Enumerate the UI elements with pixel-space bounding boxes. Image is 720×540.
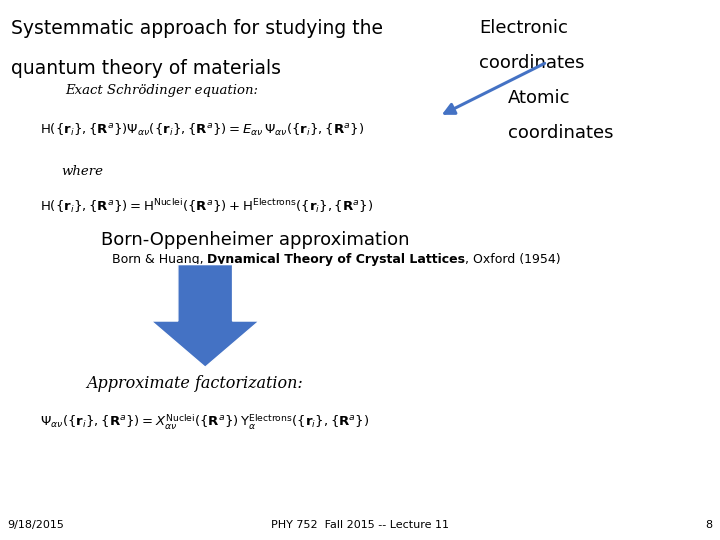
Text: 9/18/2015: 9/18/2015 <box>7 520 64 530</box>
Text: Dynamical Theory of Crystal Lattices: Dynamical Theory of Crystal Lattices <box>207 253 465 266</box>
Text: 8: 8 <box>706 520 713 530</box>
Text: , Oxford (1954): , Oxford (1954) <box>465 253 561 266</box>
Text: Born-Oppenheimer approximation: Born-Oppenheimer approximation <box>101 231 409 249</box>
Text: coordinates: coordinates <box>479 54 585 72</box>
Text: $\mathrm{H}\left(\{\mathbf{r}_i\},\{\mathbf{R}^a\}\right) = \mathrm{H}^{\mathrm{: $\mathrm{H}\left(\{\mathbf{r}_i\},\{\mat… <box>40 197 373 215</box>
Text: Electronic: Electronic <box>479 19 567 37</box>
Text: Atomic: Atomic <box>508 89 570 107</box>
Text: $\mathrm{H}\left(\{\mathbf{r}_i\},\{\mathbf{R}^a\}\right)\Psi_{\alpha\nu}\left(\: $\mathrm{H}\left(\{\mathbf{r}_i\},\{\mat… <box>40 122 364 138</box>
Text: Born & Huang,: Born & Huang, <box>112 253 207 266</box>
Text: coordinates: coordinates <box>508 124 613 142</box>
Text: quantum theory of materials: quantum theory of materials <box>11 59 281 78</box>
Text: PHY 752  Fall 2015 -- Lecture 11: PHY 752 Fall 2015 -- Lecture 11 <box>271 520 449 530</box>
Text: $\Psi_{\alpha\nu}\left(\{\mathbf{r}_i\},\{\mathbf{R}^a\}\right) = X^{\mathrm{Nuc: $\Psi_{\alpha\nu}\left(\{\mathbf{r}_i\},… <box>40 413 369 433</box>
Text: Exact Schrödinger equation:: Exact Schrödinger equation: <box>65 84 258 97</box>
Text: where: where <box>61 165 103 178</box>
Text: Systemmatic approach for studying the: Systemmatic approach for studying the <box>11 19 383 38</box>
Polygon shape <box>151 265 259 367</box>
Text: Approximate factorization:: Approximate factorization: <box>86 375 303 392</box>
